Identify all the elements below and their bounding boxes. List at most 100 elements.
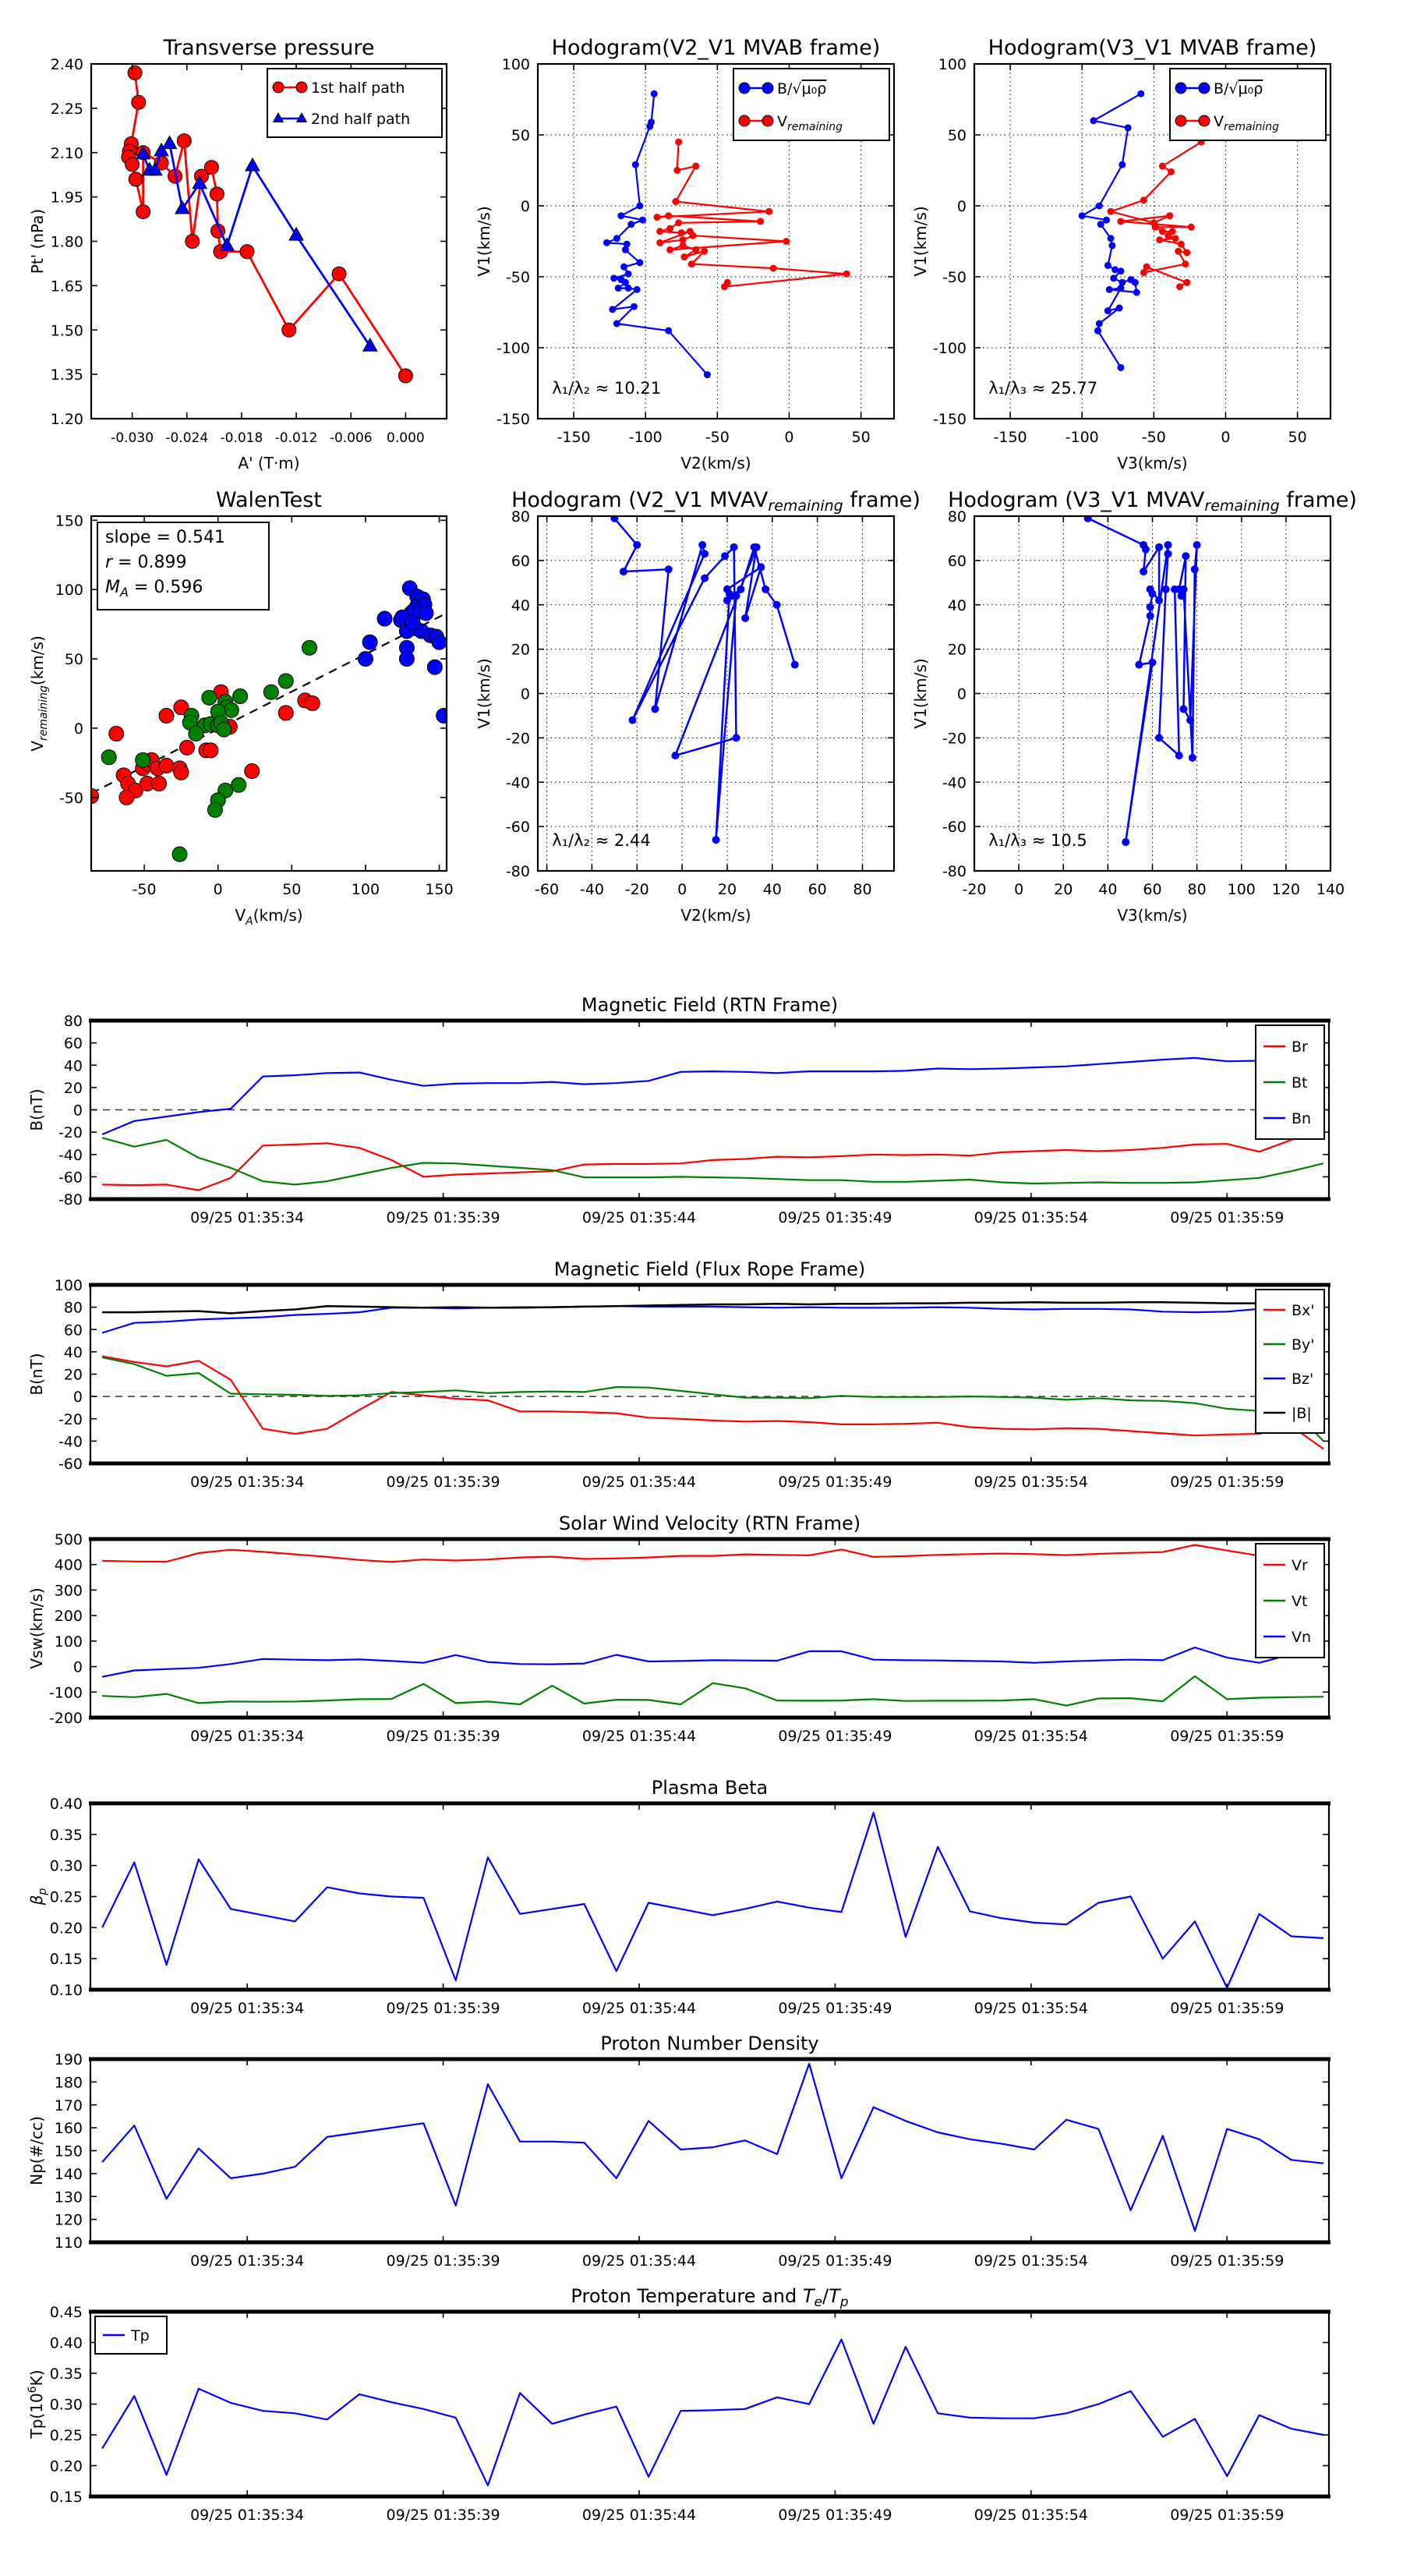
hodogram-v2v1-mvav-xtick-label: -20 [625, 881, 649, 898]
hodogram-v2v1-mvav-xtick-label: -40 [580, 881, 604, 898]
hodogram-v2v1-mvab-legend: B/√μ₀ρ Vremaining [733, 68, 890, 141]
hodogram-v3v1-mvab-title: Hodogram(V3_V1 MVAB frame) [988, 36, 1317, 60]
proton-temperature-title: Proton Temperature and Te/Tp [571, 2285, 848, 2310]
circle-marker [772, 600, 781, 609]
hodogram-v2v1-mvab-xtick-label: -150 [557, 429, 591, 446]
circle-marker [614, 285, 622, 292]
hodogram-v3v1-mvab-ylabel: V1(km/s) [911, 206, 930, 276]
circle-marker [244, 763, 260, 780]
hodogram-v2v1-mvab-series [603, 90, 850, 379]
circle-marker [1155, 543, 1164, 551]
triangle-marker [245, 157, 260, 172]
plasma-beta-ytick-label: 0.15 [50, 1951, 83, 1968]
transverse-pressure-legend-label: 1st half path [311, 80, 405, 97]
hodogram-v3v1-mvav-ytick-label: 0 [957, 686, 967, 703]
circle-marker [201, 689, 217, 706]
hodogram-v3v1-mvav-xtick-label: 100 [1228, 881, 1256, 898]
proton-number-density-ytick-label: 190 [55, 2051, 83, 2068]
magnetic-field-rtn-legend-label: Bn [1292, 1110, 1311, 1127]
circle-marker [1119, 278, 1126, 286]
hodogram-v2v1-mvav-xlabel: V2(km/s) [680, 906, 751, 925]
walen-test-infobox-line: slope = 0.541 [105, 528, 225, 547]
magnetic-field-fluxrope-ytick-label: 0 [73, 1389, 83, 1406]
circle-marker [1167, 168, 1175, 175]
walen-test-series [90, 580, 447, 862]
walen-test-xtick-label: 100 [352, 881, 380, 898]
circle-marker [1179, 705, 1188, 713]
circle-marker [646, 122, 654, 130]
proton-temperature-plot-area [90, 2312, 1329, 2496]
circle-marker [624, 270, 632, 278]
circle-marker [1183, 249, 1191, 257]
triangle-marker [161, 135, 178, 150]
proton-number-density-ytick-label: 110 [55, 2235, 83, 2252]
circle-marker [765, 207, 773, 215]
circle-marker [1108, 242, 1116, 249]
circle-marker [843, 270, 850, 278]
circle-marker [108, 726, 125, 742]
walen-test-xtick-label: 50 [282, 881, 301, 898]
circle-marker [136, 204, 151, 220]
magnetic-field-fluxrope-ytick-label: 60 [64, 1322, 83, 1339]
transverse-pressure-ytick-label: 1.35 [51, 366, 83, 384]
proton-number-density-xtick-label: 09/25 01:35:44 [582, 2252, 696, 2270]
hodogram-v3v1-mvav-ytick-label: -40 [942, 774, 967, 791]
circle-marker [769, 264, 777, 272]
walen-test-ylabel: Vremaining(km/s) [28, 635, 50, 752]
magnetic-field-fluxrope-xtick-label: 09/25 01:35:54 [974, 1474, 1088, 1491]
proton-temperature-legend-label: Tp [130, 2327, 150, 2344]
circle-marker [666, 246, 674, 253]
transverse-pressure-ytick-label: 1.80 [51, 234, 83, 251]
hodogram-v2v1-mvab-spines [536, 62, 896, 420]
circle-marker [665, 212, 673, 220]
circle-marker [651, 705, 659, 713]
circle-marker [398, 651, 415, 667]
magnetic-field-rtn-ytick-label: -40 [58, 1147, 83, 1164]
plasma-beta-ytick-label: 0.40 [50, 1796, 83, 1813]
hodogram-v3v1-mvav-ytick-label: -60 [942, 819, 967, 836]
circle-marker [762, 585, 770, 593]
circle-marker [1177, 592, 1186, 600]
hodogram-v3v1-mvab-xtick-label: -100 [1066, 429, 1099, 446]
hodogram-v3v1-mvab-spines [973, 62, 1332, 420]
magnetic-field-rtn-ytick-label: 20 [64, 1080, 83, 1097]
plasma-beta-ytick-label: 0.10 [50, 1982, 83, 1999]
circle-marker [737, 585, 745, 593]
circle-marker [1143, 263, 1150, 271]
hodogram-v3v1-mvav-ytick-label: 80 [948, 508, 967, 525]
triangle-marker [295, 111, 308, 122]
transverse-pressure-xtick-label: -0.006 [330, 430, 373, 446]
circle-marker [1107, 235, 1115, 242]
circle-marker [1175, 82, 1187, 94]
hodogram-v2v1-mvav-ytick-label: 60 [511, 553, 530, 570]
proton-number-density-xtick-label: 09/25 01:35:49 [778, 2252, 892, 2270]
circle-marker [620, 263, 628, 271]
hodogram-v2v1-mvab-legend-label: B/√μ₀ρ [777, 80, 826, 97]
hodogram-v3v1-mvav-xtick-label: 60 [1143, 881, 1161, 898]
circle-marker [1177, 240, 1185, 248]
walen-test-xtick-label: 0 [214, 881, 223, 898]
circle-marker [1117, 363, 1125, 371]
magnetic-field-fluxrope-xtick-label: 09/25 01:35:59 [1170, 1474, 1284, 1491]
hodogram-v2v1-mvab-annotation: λ₁/λ₂ ≈ 10.21 [552, 379, 661, 398]
transverse-pressure-xtick-label: -0.030 [111, 430, 154, 446]
circle-marker [701, 550, 709, 558]
proton-number-density-series [101, 2062, 1324, 2232]
transverse-pressure-ytick-label: 1.65 [51, 278, 83, 295]
proton-number-density-plot-area [90, 2059, 1329, 2242]
hodogram-v2v1-mvav-annotation: λ₁/λ₂ ≈ 2.44 [552, 831, 650, 850]
circle-marker [621, 246, 629, 253]
proton-temperature-ytick-label: 0.15 [50, 2489, 83, 2506]
transverse-pressure-ylabel: Pt' (nPa) [28, 209, 47, 274]
circle-marker [1095, 202, 1103, 210]
circle-marker [613, 235, 620, 242]
proton-number-density-xtick-label: 09/25 01:35:39 [386, 2252, 500, 2270]
proton-temperature-xtick-label: 09/25 01:35:44 [582, 2507, 696, 2524]
plasma-beta-xtick-label: 09/25 01:35:44 [582, 2000, 696, 2017]
plasma-beta-xtick-label: 09/25 01:35:54 [974, 2000, 1088, 2017]
walen-test: -50 0 50 100 150 -50 0 50 100 150 WalenTest VA(km/s… [28, 488, 454, 928]
circle-marker [675, 138, 683, 146]
circle-marker [623, 240, 631, 248]
circle-marker [1188, 753, 1196, 762]
